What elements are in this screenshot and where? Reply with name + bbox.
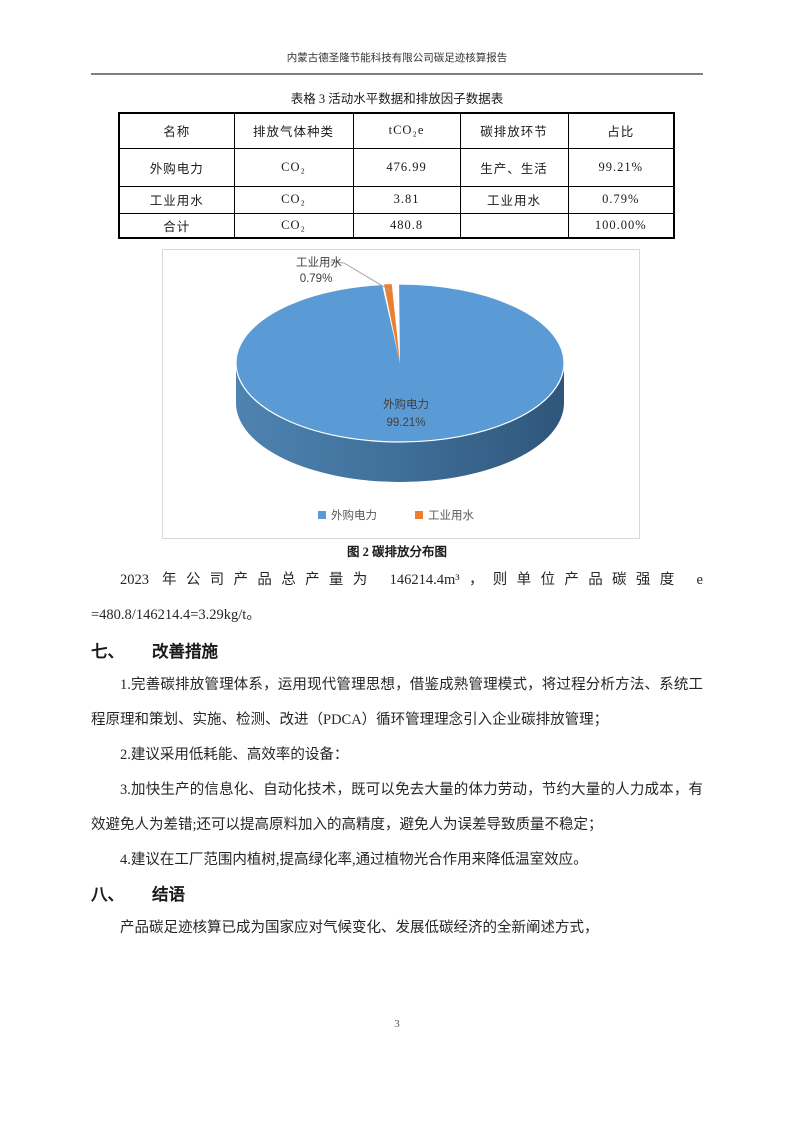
- intro-paragraph: 2023 年公司产品总产量为 146214.4m³，则单位产品碳强度 e =48…: [91, 563, 703, 633]
- inner-label-pct: 99.21%: [386, 417, 425, 429]
- table-header-row: 名称 排放气体种类 tCO₂e 碳排放环节 占比: [118, 112, 675, 149]
- table-cell: CO₂: [233, 147, 354, 187]
- section-number: 八、: [91, 885, 124, 904]
- emission-data-table: 名称 排放气体种类 tCO₂e 碳排放环节 占比 外购电力 CO₂ 476.99…: [118, 112, 675, 239]
- callout-leader-line: [330, 261, 392, 292]
- table-cell: 生产、生活: [459, 147, 569, 187]
- legend-label-electricity: 外购电力: [331, 508, 377, 522]
- table-cell: 100.00%: [567, 212, 675, 239]
- col-header-emission-stage: 碳排放环节: [459, 112, 569, 149]
- improvement-item-3: 3.加快生产的信息化、自动化技术，既可以免去大量的体力劳动，节约大量的人力成本，…: [91, 782, 703, 833]
- table-cell: [459, 212, 569, 239]
- col-header-name: 名称: [118, 112, 235, 149]
- pie-chart: 工业用水 0.79% 外购电力 99.21% 外购电力 工业用水: [235, 256, 565, 522]
- legend-label-water: 工业用水: [428, 509, 474, 522]
- pie-side: [236, 363, 564, 482]
- col-header-tco2e: tCO₂e: [352, 112, 461, 149]
- page-header-title: 内蒙古德圣隆节能科技有限公司碳足迹核算报告: [91, 52, 703, 75]
- col-header-gas-type: 排放气体种类: [233, 112, 354, 149]
- improvement-item-2: 2.建议采用低耗能、高效率的设备：: [120, 747, 349, 763]
- table-cell: 3.81: [352, 185, 461, 214]
- conclusion-paragraph: 产品碳足迹核算已成为国家应对气候变化、发展低碳经济的全新阐述方式，: [120, 920, 599, 936]
- pie-slice-water: [384, 284, 400, 363]
- table-cell: 工业用水: [459, 185, 569, 214]
- section-heading-improvement: 七、 改善措施: [91, 641, 703, 663]
- table-cell: 工业用水: [118, 185, 235, 214]
- section-title: 改善措施: [152, 642, 218, 661]
- improvement-item-4: 4.建议在工厂范围内植树,提高绿化率,通过植物光合作用来降低温室效应。: [120, 852, 588, 868]
- table-cell: CO₂: [233, 185, 354, 214]
- legend-swatch-electricity-icon: [318, 511, 326, 519]
- callout-label-name: 工业用水: [296, 256, 342, 269]
- chart-legend: 外购电力 工业用水: [318, 508, 474, 522]
- page-number: 3: [394, 1018, 400, 1030]
- section-title: 结语: [152, 885, 185, 904]
- chart-caption: 图 2 碳排放分布图: [346, 545, 447, 559]
- section-heading-conclusion: 八、 结语: [91, 884, 703, 906]
- table-row: 外购电力 CO₂ 476.99 生产、生活 99.21%: [118, 147, 675, 187]
- table-caption: 表格 3 活动水平数据和排放因子数据表: [290, 92, 504, 106]
- legend-swatch-water-icon: [415, 511, 423, 519]
- table-row: 合计 CO₂ 480.8 100.00%: [118, 212, 675, 239]
- table-cell: 480.8: [352, 212, 461, 239]
- callout-label-pct: 0.79%: [300, 273, 333, 285]
- inner-label-name: 外购电力: [383, 397, 429, 411]
- intro-line-1: 2023 年公司产品总产量为 146214.4m³，则单位产品碳强度 e: [120, 572, 703, 588]
- table-cell: 外购电力: [118, 147, 235, 187]
- table-cell: CO₂: [233, 212, 354, 239]
- pie-chart-frame: 工业用水 0.79% 外购电力 99.21% 外购电力 工业用水: [162, 249, 640, 539]
- pie-slice-gap: [382, 284, 400, 363]
- table-cell: 476.99: [352, 147, 461, 187]
- section-number: 七、: [91, 642, 124, 661]
- table-cell: 0.79%: [567, 185, 675, 214]
- improvement-item-1: 1.完善碳排放管理体系，运用现代管理思想，借鉴成熟管理模式，将过程分析方法、系统…: [91, 677, 703, 728]
- table-cell: 99.21%: [567, 147, 675, 187]
- table-cell: 合计: [118, 212, 235, 239]
- col-header-share: 占比: [567, 112, 675, 149]
- table-row: 工业用水 CO₂ 3.81 工业用水 0.79%: [118, 185, 675, 214]
- intro-line-2: =480.8/146214.4=3.29kg/t。: [91, 607, 261, 623]
